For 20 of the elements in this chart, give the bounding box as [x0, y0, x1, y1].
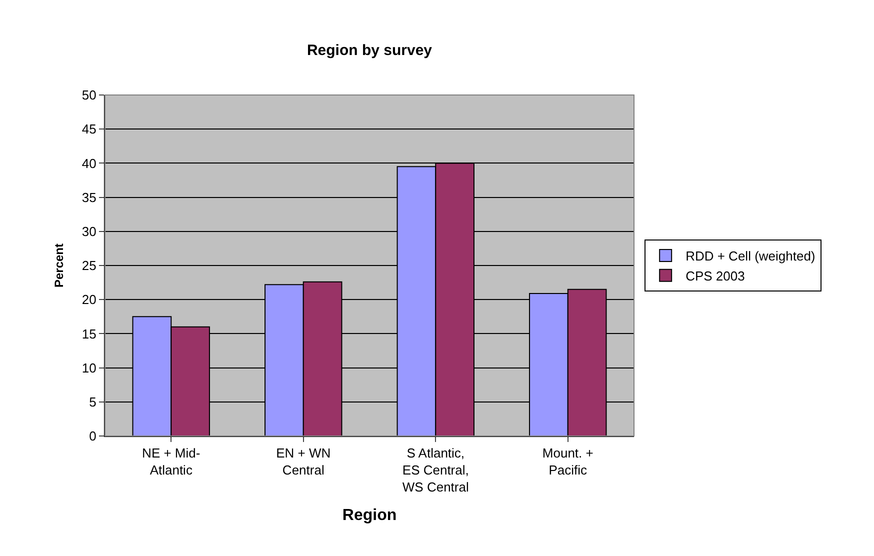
- x-tick-label: EN + WN Central: [276, 446, 331, 478]
- y-tick-label: 15: [82, 326, 96, 342]
- x-axis-title: Region: [342, 507, 397, 524]
- y-tick-label: 35: [82, 190, 96, 205]
- y-tick-label: 0: [89, 428, 96, 444]
- y-tick-label: 25: [82, 258, 96, 274]
- y-tick-label: 20: [82, 292, 96, 308]
- y-tick-label: 45: [82, 122, 96, 137]
- chart-title: Region by survey: [306, 42, 433, 59]
- y-tick-label: 10: [82, 360, 96, 376]
- x-tick-label: NE + Mid- Atlantic: [142, 446, 200, 478]
- y-axis-title: Percent: [52, 243, 66, 288]
- y-tick-label: 5: [89, 394, 96, 410]
- y-tick-label: 50: [82, 88, 96, 103]
- legend-label: CPS 2003: [686, 268, 745, 284]
- y-tick-label: 40: [82, 156, 96, 171]
- x-tick-label: Mount. + Pacific: [542, 446, 594, 478]
- legend-label: RDD + Cell (weighted): [686, 248, 816, 264]
- y-tick-label: 30: [82, 224, 96, 239]
- x-tick-label: S Atlantic, ES Central, WS Central: [402, 446, 469, 494]
